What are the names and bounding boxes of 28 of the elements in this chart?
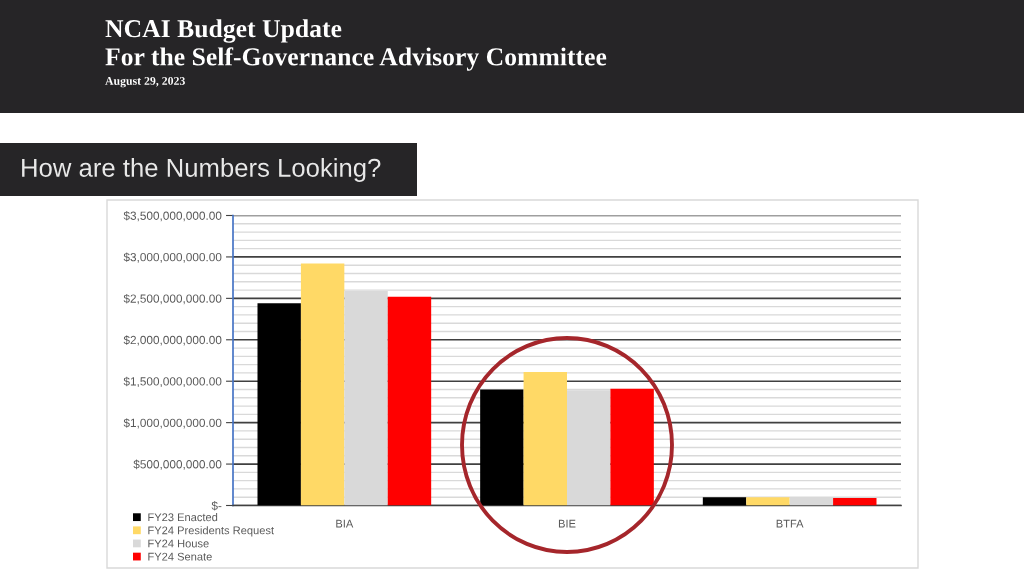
bar <box>746 497 790 506</box>
x-tick-label: BIA <box>336 519 354 528</box>
text: How are the Numbers Looking? <box>22 158 381 182</box>
chart-subtitle: For the Self-Governance Advisory Committee <box>105 47 607 71</box>
y-tick-label: $2,000,000,000.00 <box>123 335 222 346</box>
x-tick-label: BTFA <box>776 519 804 528</box>
legend-label: FY24 Presidents Request <box>148 526 274 537</box>
bar <box>523 372 567 506</box>
bar <box>702 497 747 506</box>
bar <box>387 296 432 506</box>
bar <box>610 388 654 506</box>
y-tick-label: $3,500,000,000.00 <box>123 211 222 222</box>
bar <box>300 263 345 506</box>
legend-label: FY24 Senate <box>148 552 212 561</box>
y-tick-label: $2,500,000,000.00 <box>123 293 222 305</box>
y-tick-label: $1,500,000,000.00 <box>123 376 222 387</box>
legend-label: FY23 Enacted <box>148 513 218 522</box>
y-tick-label: $500,000,000.00 <box>133 459 222 470</box>
chart-title: NCAI Budget Update <box>105 19 342 43</box>
y-tick-label: $- <box>211 501 222 511</box>
y-tick-label: $3,000,000,000.00 <box>123 252 222 263</box>
bar <box>257 303 301 506</box>
y-tick-label: $1,000,000,000.00 <box>123 418 222 429</box>
legend-label: FY24 House <box>148 539 209 548</box>
text: August 29, 2023 <box>105 76 185 88</box>
bar <box>833 498 877 506</box>
x-tick-label: BIE <box>558 519 576 528</box>
bar <box>480 389 524 506</box>
